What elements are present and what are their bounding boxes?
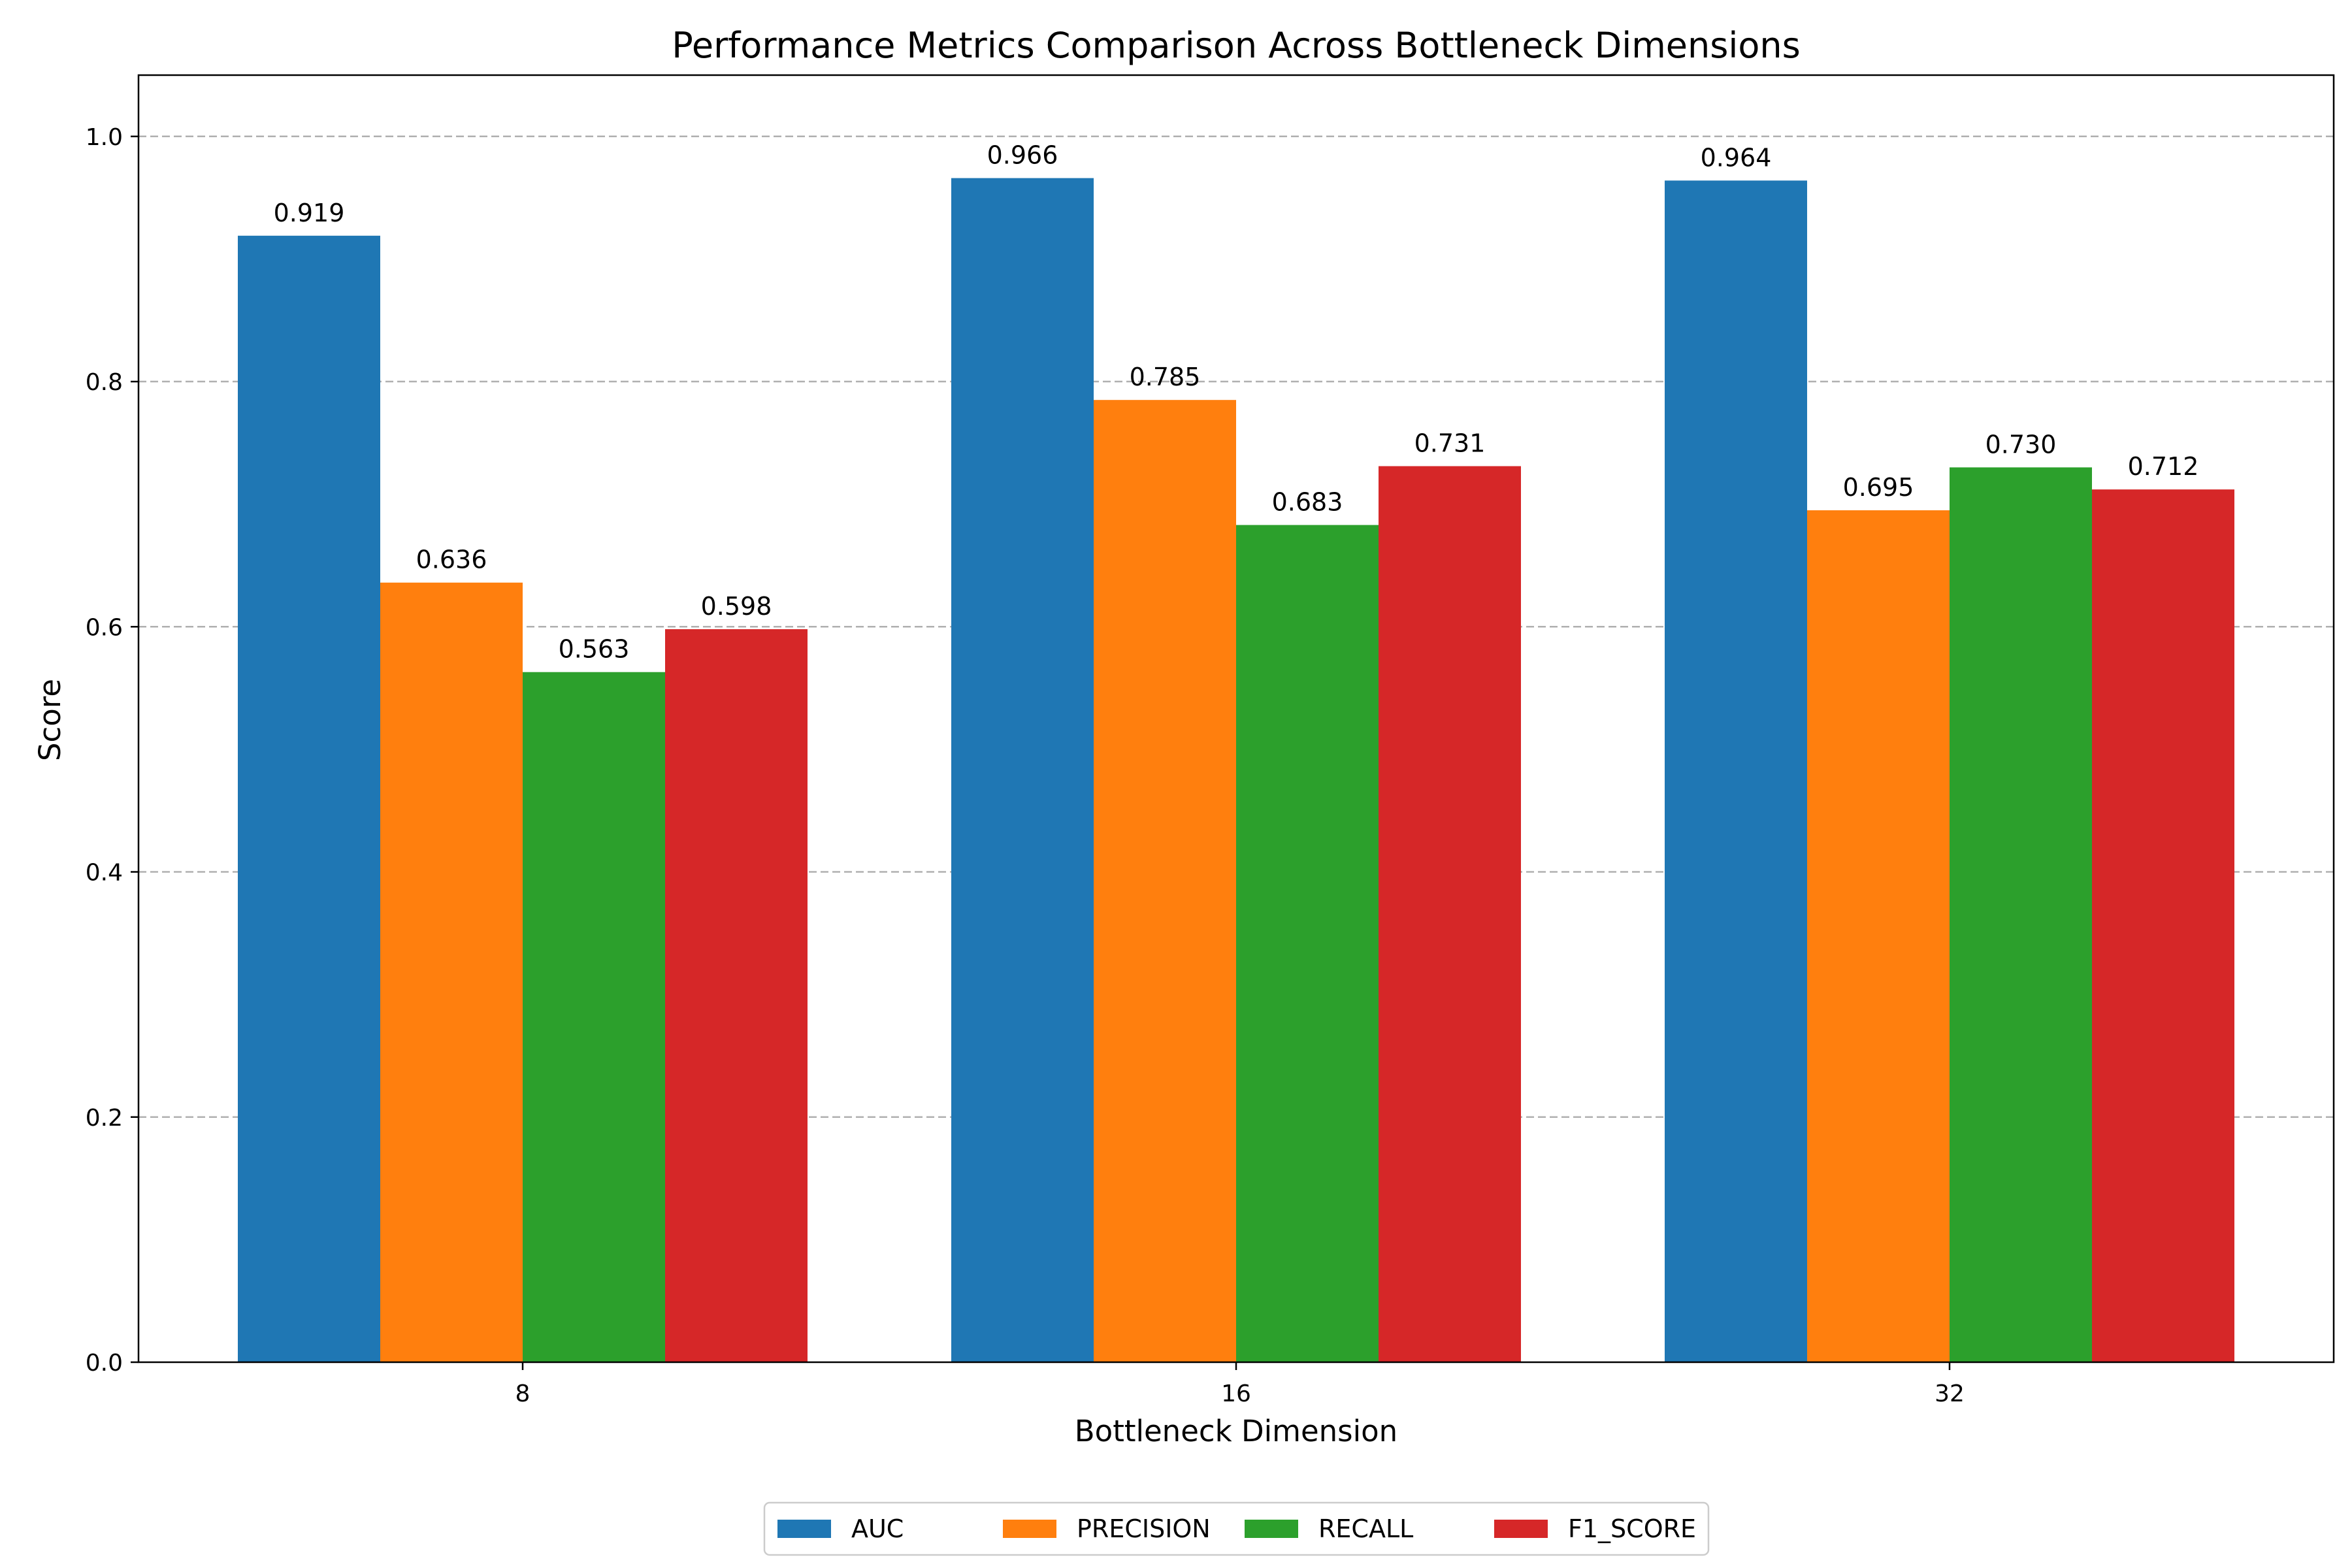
bar-precision-8 [380,582,523,1362]
data-label: 0.966 [987,141,1058,170]
y-axis-title: Score [33,679,67,761]
data-labels: 0.919 0.636 0.563 0.598 0.966 0.785 0.683 0.731… [274,141,2199,664]
y-tick-label: 0.6 [86,614,123,641]
x-tick-label: 8 [515,1380,531,1407]
x-tick-label: 32 [1935,1380,1965,1407]
data-label: 0.598 [701,592,772,621]
legend-swatch [777,1520,831,1538]
axes: 0.0 0.2 0.4 0.6 0.8 1.0 8 16 32 [86,74,2335,1407]
data-label: 0.919 [274,199,345,227]
bar-f1-score-8 [665,629,808,1362]
y-tick-label: 0.4 [86,860,123,887]
y-tick-label: 0.2 [86,1105,123,1132]
legend: AUC PRECISION RECALL F1_SCORE [763,1501,1710,1556]
bars [238,178,2234,1363]
legend-swatch [1494,1520,1548,1538]
data-label: 0.695 [1843,473,1914,502]
bar-recall-32 [1950,467,2092,1362]
bar-auc-32 [1665,180,1807,1362]
legend-label: RECALL [1318,1514,1413,1543]
y-tick-label: 0.0 [86,1350,123,1377]
bar-recall-8 [523,672,665,1362]
y-tick-label: 0.8 [86,369,123,396]
data-label: 0.731 [1414,429,1486,458]
x-axis-title: Bottleneck Dimension [1075,1414,1397,1448]
legend-label: PRECISION [1077,1514,1211,1543]
data-label: 0.683 [1272,488,1343,517]
bar-recall-16 [1236,525,1379,1362]
y-tick-label: 1.0 [86,124,123,151]
chart-title: Performance Metrics Comparison Across Bo… [672,25,1801,66]
data-label: 0.964 [1701,143,1772,172]
data-label: 0.712 [2128,452,2199,481]
data-label: 0.636 [416,546,487,574]
legend-label: F1_SCORE [1568,1514,1696,1543]
legend-swatch [1003,1520,1056,1538]
bar-f1-score-32 [2092,489,2234,1363]
bar-f1-score-16 [1379,466,1521,1362]
data-label: 0.563 [559,635,630,664]
bar-auc-16 [951,178,1094,1363]
legend-label: AUC [851,1514,904,1543]
data-label: 0.785 [1130,363,1201,391]
plot-frame [137,74,2335,1364]
bar-precision-32 [1807,510,1950,1362]
bar-precision-16 [1094,400,1236,1363]
legend-box [763,1501,1710,1556]
data-label: 0.730 [1985,430,2057,459]
legend-swatch [1245,1520,1298,1538]
x-tick-label: 16 [1221,1380,1251,1407]
bar-auc-8 [238,235,380,1362]
